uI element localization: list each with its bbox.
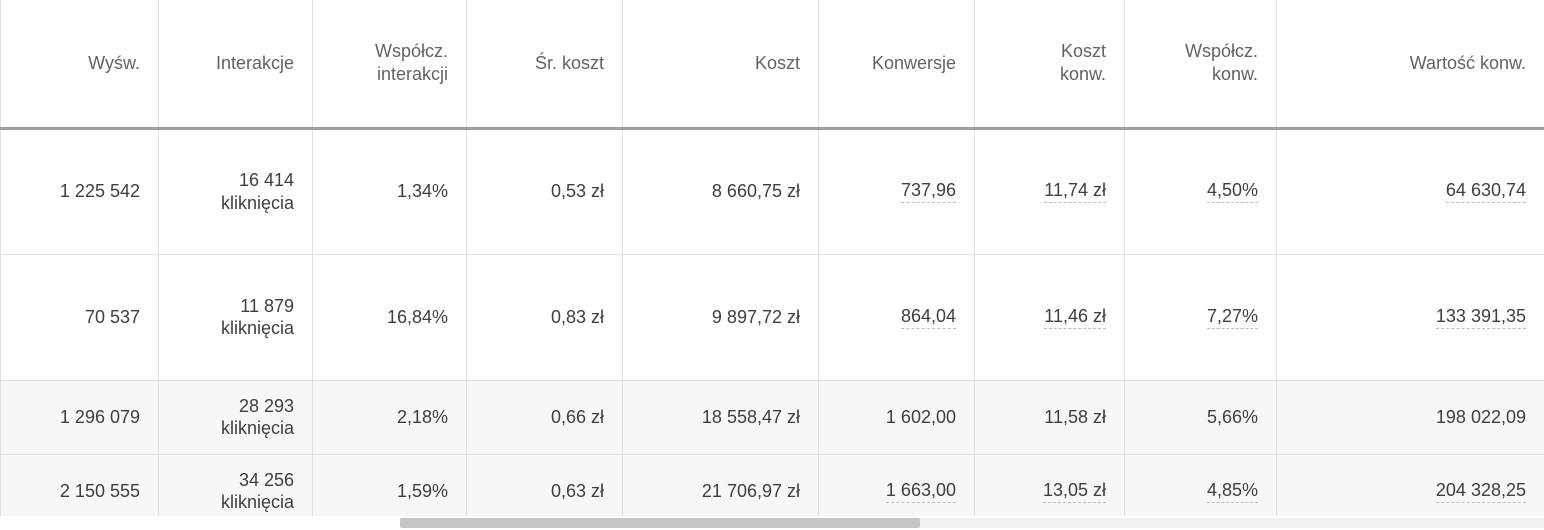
cell-interaction-rate: 16,84% xyxy=(313,254,467,380)
cell-cost-per-conv: 11,58 zł xyxy=(975,380,1125,454)
cell-impressions: 1 296 079 xyxy=(1,380,159,454)
cell-conv-value: 198 022,09 xyxy=(1277,380,1544,454)
col-header-impressions[interactable]: Wyśw. xyxy=(1,0,159,128)
cell-cost: 18 558,47 zł xyxy=(623,380,819,454)
cell-avg-cost: 0,83 zł xyxy=(467,254,623,380)
cell-conv-rate: 7,27% xyxy=(1125,254,1277,380)
cell-conversions: 1 602,00 xyxy=(819,380,975,454)
col-header-conv-rate[interactable]: Współcz.konw. xyxy=(1125,0,1277,128)
col-header-cost-per-conv[interactable]: Kosztkonw. xyxy=(975,0,1125,128)
cell-conversions: 737,96 xyxy=(819,128,975,254)
col-header-conversions[interactable]: Konwersje xyxy=(819,0,975,128)
cell-interactions: 11 879kliknięcia xyxy=(159,254,313,380)
col-header-cost[interactable]: Koszt xyxy=(623,0,819,128)
stats-table-container: Wyśw. Interakcje Współcz.interakcji Śr. … xyxy=(0,0,1544,530)
cell-interaction-rate: 2,18% xyxy=(313,380,467,454)
cell-avg-cost: 0,53 zł xyxy=(467,128,623,254)
table-row[interactable]: 70 537 11 879kliknięcia 16,84% 0,83 zł 9… xyxy=(1,254,1544,380)
col-header-interaction-rate[interactable]: Współcz.interakcji xyxy=(313,0,467,128)
table-row[interactable]: 1 225 542 16 414kliknięcia 1,34% 0,53 zł… xyxy=(1,128,1544,254)
cell-impressions: 1 225 542 xyxy=(1,128,159,254)
col-header-interactions[interactable]: Interakcje xyxy=(159,0,313,128)
cell-cost: 9 897,72 zł xyxy=(623,254,819,380)
col-header-avg-cost[interactable]: Śr. koszt xyxy=(467,0,623,128)
stats-table: Wyśw. Interakcje Współcz.interakcji Śr. … xyxy=(0,0,1544,529)
horizontal-scrollbar[interactable] xyxy=(0,516,1544,530)
col-header-conv-value[interactable]: Wartość konw. xyxy=(1277,0,1544,128)
cell-interactions: 28 293kliknięcia xyxy=(159,380,313,454)
cell-avg-cost: 0,66 zł xyxy=(467,380,623,454)
cell-interactions: 16 414kliknięcia xyxy=(159,128,313,254)
cell-conv-value: 64 630,74 xyxy=(1277,128,1544,254)
cell-conv-rate: 4,50% xyxy=(1125,128,1277,254)
table-summary-row: 1 296 079 28 293kliknięcia 2,18% 0,66 zł… xyxy=(1,380,1544,454)
cell-conv-rate: 5,66% xyxy=(1125,380,1277,454)
cell-conversions: 864,04 xyxy=(819,254,975,380)
cell-cost-per-conv: 11,46 zł xyxy=(975,254,1125,380)
cell-interaction-rate: 1,34% xyxy=(313,128,467,254)
scrollbar-thumb[interactable] xyxy=(400,518,920,528)
cell-cost-per-conv: 11,74 zł xyxy=(975,128,1125,254)
cell-conv-value: 133 391,35 xyxy=(1277,254,1544,380)
cell-cost: 8 660,75 zł xyxy=(623,128,819,254)
header-row: Wyśw. Interakcje Współcz.interakcji Śr. … xyxy=(1,0,1544,128)
cell-impressions: 70 537 xyxy=(1,254,159,380)
